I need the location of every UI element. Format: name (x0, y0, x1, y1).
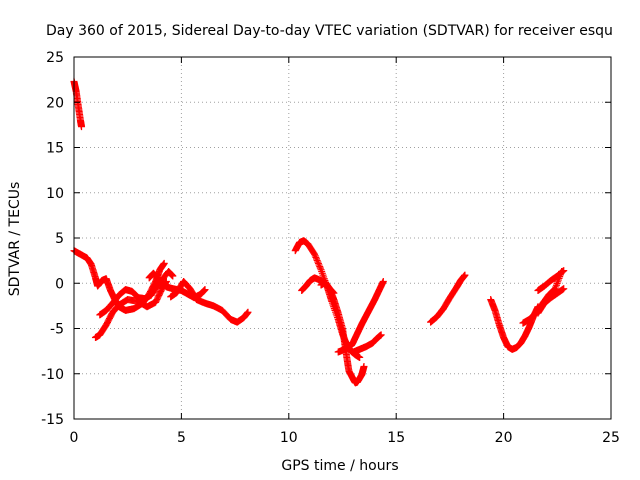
data-point (311, 252, 319, 260)
axis-ticks: 0 5 10 15 20 25 -15 -10 -5 0 5 10 15 20 25 (41, 50, 620, 446)
data-points (70, 77, 568, 387)
data-point (314, 258, 322, 266)
y-axis-label: SDTVAR / TECUs (7, 182, 23, 297)
data-point (316, 264, 324, 272)
grid (74, 57, 611, 419)
data-point (313, 255, 321, 263)
data-point (360, 363, 368, 371)
data-point (356, 353, 364, 361)
data-point (244, 308, 252, 316)
x-axis-label: GPS time / hours (281, 458, 398, 474)
x-tick-label: 20 (495, 430, 513, 446)
y-tick-label: -15 (41, 412, 64, 428)
data-point (78, 123, 86, 131)
y-tick-label: 0 (55, 276, 64, 292)
data-point (560, 267, 568, 275)
data-point (560, 285, 568, 293)
data-point (160, 259, 168, 267)
y-tick-label: 20 (46, 95, 64, 111)
data-point (314, 260, 322, 268)
y-tick-label: 15 (46, 141, 64, 157)
x-tick-label: 5 (177, 430, 186, 446)
data-point (379, 277, 387, 285)
data-point (377, 331, 385, 339)
x-tick-label: 0 (70, 430, 79, 446)
data-point (312, 253, 320, 261)
y-tick-label: 25 (46, 50, 64, 66)
y-tick-label: -10 (41, 367, 64, 383)
data-point (169, 272, 177, 280)
data-point (313, 256, 321, 264)
data-point (553, 280, 561, 288)
data-point (201, 286, 209, 294)
x-tick-label: 25 (602, 430, 620, 446)
y-tick-label: 10 (46, 186, 64, 202)
y-tick-label: -5 (50, 322, 64, 338)
data-point (329, 288, 337, 296)
data-point (552, 281, 560, 289)
y-tick-label: 5 (55, 231, 64, 247)
x-tick-label: 10 (280, 430, 298, 446)
chart-title: Day 360 of 2015, Sidereal Day-to-day VTE… (46, 23, 613, 39)
data-point (311, 250, 319, 258)
data-point (461, 271, 469, 279)
data-point (316, 263, 324, 271)
data-point (330, 289, 338, 297)
data-point (315, 261, 323, 269)
data-point (552, 283, 560, 291)
data-point (551, 285, 559, 293)
x-tick-label: 15 (387, 430, 405, 446)
data-point (329, 288, 337, 296)
